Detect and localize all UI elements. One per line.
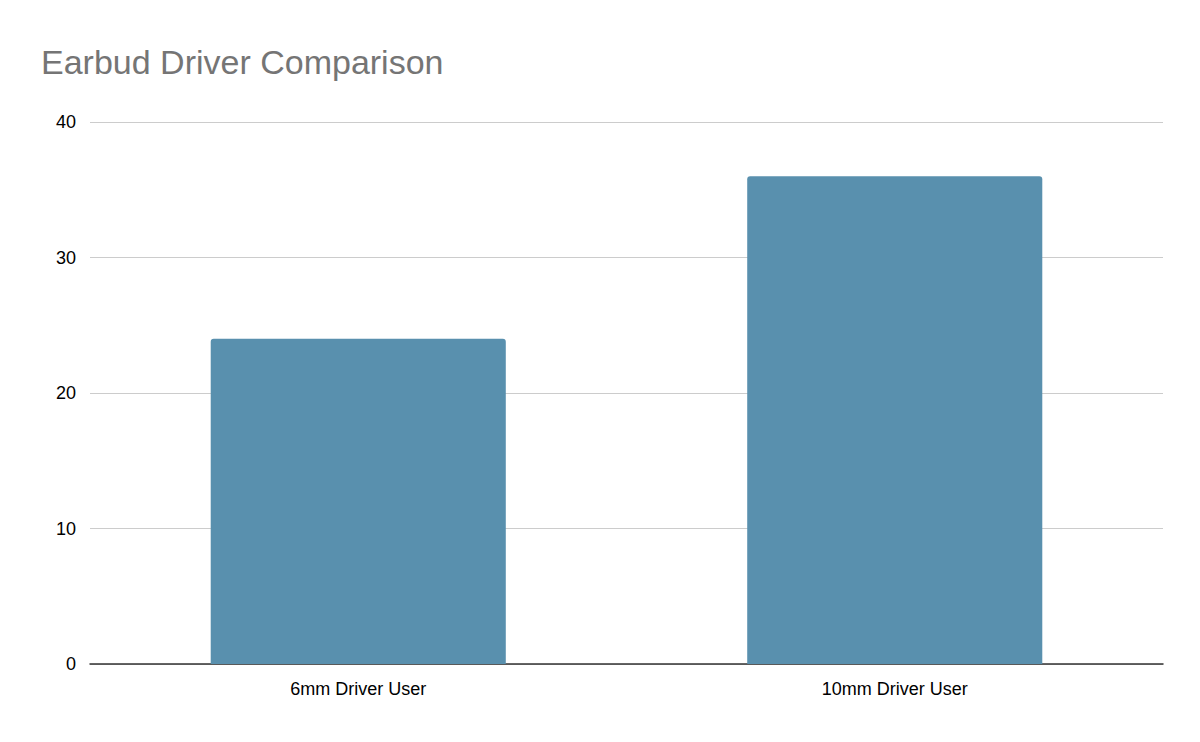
- svg-text:0: 0: [66, 654, 76, 674]
- svg-text:40: 40: [56, 112, 76, 132]
- svg-text:10mm Driver User: 10mm Driver User: [822, 679, 968, 699]
- svg-text:20: 20: [56, 383, 76, 403]
- svg-text:6mm Driver User: 6mm Driver User: [290, 679, 426, 699]
- svg-text:10: 10: [56, 519, 76, 539]
- svg-text:30: 30: [56, 248, 76, 268]
- svg-text:Earbud Driver Comparison: Earbud Driver Comparison: [41, 43, 444, 81]
